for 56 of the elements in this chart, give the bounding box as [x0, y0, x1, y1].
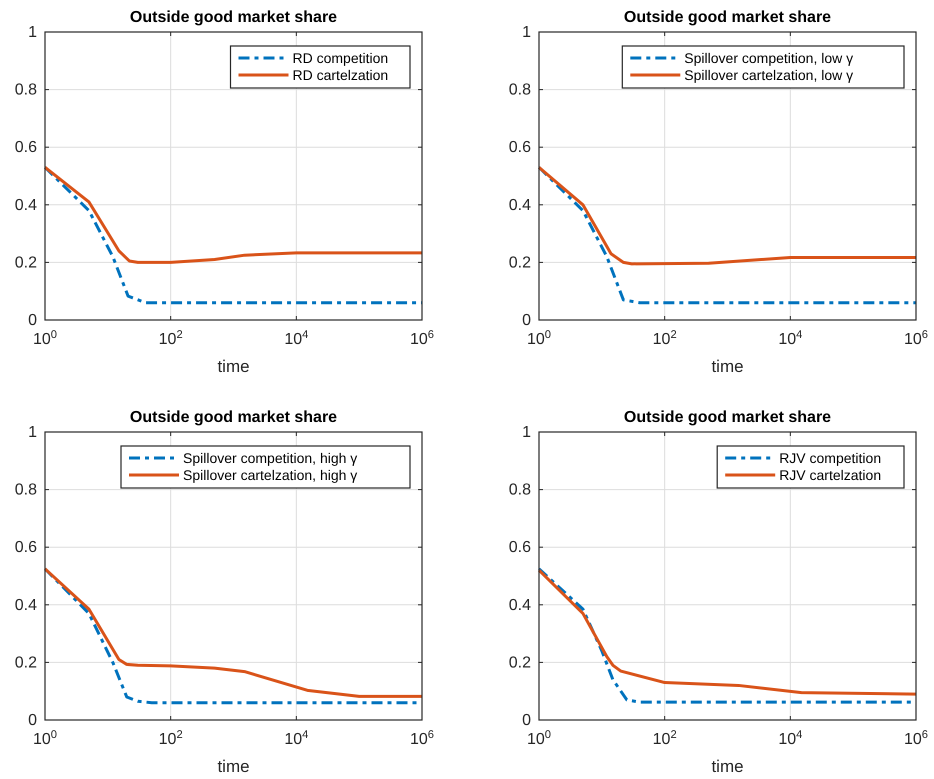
- y-tick-label: 0.4: [14, 596, 38, 614]
- y-tick-label: 0.2: [14, 254, 38, 272]
- chart-title: Outside good market share: [130, 409, 338, 426]
- y-tick-label: 0: [28, 312, 38, 329]
- x-tick-label: 10$^{0}$: [526, 729, 552, 748]
- legend-label: Spillover cartelzation, low γ: [684, 67, 854, 83]
- legend-label: RD cartelzation: [292, 67, 388, 83]
- y-tick-label: 0.2: [508, 254, 532, 272]
- y-tick-label: 0.2: [508, 654, 532, 672]
- x-tick-label: 10$^{2}$: [652, 729, 677, 748]
- x-tick-label: 10$^{0}$: [32, 729, 58, 748]
- x-axis-title: time: [711, 357, 744, 376]
- y-tick-label: 0.8: [14, 482, 38, 499]
- y-tick-label: 0.8: [508, 482, 532, 499]
- legend-label: Spillover competition, low γ: [684, 50, 854, 66]
- x-tick-label: 10$^{2}$: [158, 329, 183, 348]
- legend-label: Spillover cartelzation, high γ: [183, 467, 358, 483]
- x-tick-label: 10$^{6}$: [904, 729, 928, 748]
- chart-title: Outside good market share: [624, 409, 832, 426]
- x-axis-title: time: [217, 357, 250, 376]
- x-tick-label: 10$^{4}$: [778, 329, 802, 348]
- chart-title: Outside good market share: [130, 9, 338, 26]
- legend-label: Spillover competition, high γ: [183, 450, 358, 466]
- y-tick-label: 1: [522, 424, 532, 441]
- x-tick-label: 10$^{4}$: [778, 729, 802, 748]
- x-axis-title: time: [711, 757, 744, 776]
- y-tick-label: 0.6: [508, 539, 532, 556]
- x-tick-label: 10$^{4}$: [284, 329, 308, 348]
- y-tick-label: 0.6: [14, 539, 38, 556]
- y-tick-label: 0: [522, 712, 532, 729]
- x-tick-label: 10$^{2}$: [652, 329, 677, 348]
- x-axis-title: time: [217, 757, 250, 776]
- y-tick-label: 0.6: [508, 139, 532, 156]
- y-tick-label: 0.4: [14, 196, 38, 214]
- y-tick-label: 0.4: [508, 196, 532, 214]
- x-tick-label: 10$^{6}$: [904, 329, 928, 348]
- x-tick-label: 10$^{0}$: [526, 329, 552, 348]
- x-tick-label: 10$^{2}$: [158, 729, 183, 748]
- y-tick-label: 0.6: [14, 139, 38, 156]
- y-tick-label: 0.2: [14, 654, 38, 672]
- x-tick-label: 10$^{6}$: [410, 729, 434, 748]
- chart-title: Outside good market share: [624, 9, 832, 26]
- y-tick-label: 0.8: [508, 82, 532, 99]
- x-tick-label: 10$^{4}$: [284, 729, 308, 748]
- x-tick-label: 10$^{6}$: [410, 329, 434, 348]
- legend-label: RD competition: [292, 50, 388, 66]
- legend-label: RJV cartelzation: [779, 467, 882, 483]
- y-tick-label: 0.8: [14, 82, 38, 99]
- x-tick-label: 10$^{0}$: [32, 329, 58, 348]
- y-tick-label: 0.4: [508, 596, 532, 614]
- y-tick-label: 1: [522, 24, 532, 41]
- y-tick-label: 1: [28, 24, 38, 41]
- y-tick-label: 1: [28, 424, 38, 441]
- legend-label: RJV competition: [779, 450, 882, 466]
- y-tick-label: 0: [522, 312, 532, 329]
- y-tick-label: 0: [28, 712, 38, 729]
